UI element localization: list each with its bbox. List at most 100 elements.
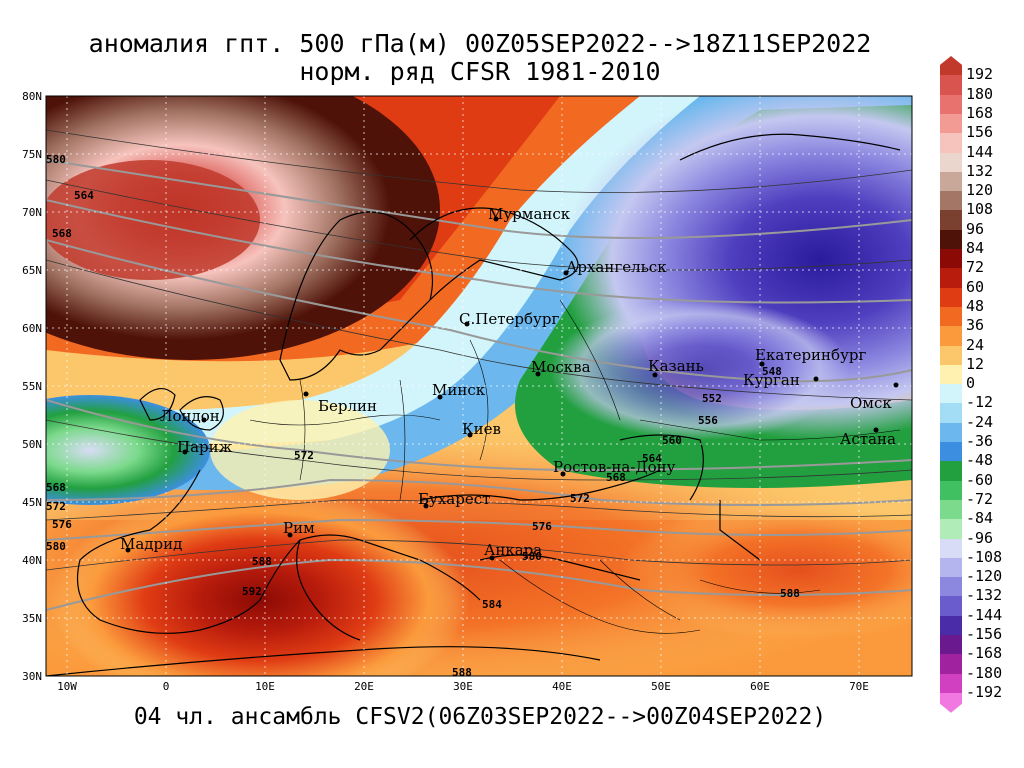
longitude-label: 20E — [354, 680, 374, 693]
contour-lines-thin — [46, 129, 912, 571]
city-rome: Рим — [283, 519, 315, 537]
contour-label: 568 — [46, 481, 66, 494]
city-rostov: Ростов-на-Дону — [553, 458, 676, 476]
colorbar-swatch — [940, 152, 962, 173]
contour-label: 572 — [570, 492, 590, 505]
city-london: Лондон — [160, 407, 220, 425]
colorbar-level-label: 96 — [966, 219, 985, 238]
colorbar-swatch — [940, 171, 962, 192]
contour-label: 556 — [698, 414, 718, 427]
colorbar-level-label: 156 — [966, 123, 994, 142]
longitude-label: 40E — [552, 680, 572, 693]
colorbar-swatch — [940, 364, 962, 385]
latitude-label: 65N — [22, 264, 42, 277]
colorbar-swatch — [940, 557, 962, 578]
borders — [249, 299, 901, 634]
latitude-label: 80N — [22, 90, 42, 103]
colorbar-level-label: -168 — [966, 644, 1003, 663]
latitude-label: 60N — [22, 322, 42, 335]
colorbar-level-label: -156 — [966, 625, 1003, 643]
colorbar-swatch — [940, 480, 962, 501]
coastlines — [46, 133, 901, 676]
colorbar-level-label: -96 — [966, 528, 994, 547]
colorbar-level-label: -24 — [966, 412, 994, 431]
contour-label: 564 — [642, 452, 662, 465]
colorbar-level-label: 120 — [966, 181, 994, 200]
colorbar-swatch — [940, 249, 962, 269]
colorbar-level-label: 48 — [966, 296, 985, 315]
colorbar-swatch — [940, 133, 962, 153]
latitude-label: 40N — [22, 554, 42, 567]
contour-label: 568 — [52, 227, 72, 240]
colorbar-level-label: 192 — [966, 65, 994, 84]
colorbar-swatch — [940, 326, 962, 346]
colorbar-swatch — [940, 654, 962, 675]
colorbar-swatch — [940, 94, 962, 115]
colorbar-swatch — [940, 403, 962, 424]
colorbar-swatch — [940, 229, 962, 250]
colorbar-swatch — [940, 692, 962, 713]
colorbar-level-label: -144 — [966, 605, 1003, 624]
longitude-label: 30E — [453, 680, 473, 693]
longitude-label: 70E — [849, 680, 869, 693]
colorbar-level-label: 180 — [966, 84, 994, 103]
city-bucharest: Бухарест — [418, 490, 490, 508]
colorbar-level-label: 84 — [966, 239, 985, 257]
colorbar-level-label: 36 — [966, 316, 985, 335]
colorbar-level-label: -180 — [966, 663, 1003, 682]
colorbar-swatch — [940, 56, 962, 76]
latitude-label: 75N — [22, 148, 42, 161]
colorbar-swatch — [940, 673, 962, 694]
colorbar-swatch — [940, 538, 962, 559]
city-murmansk: Мурманск — [488, 205, 571, 223]
colorbar-swatch — [940, 442, 962, 462]
colorbar-swatch — [940, 519, 962, 539]
city-arkhangelsk: Архангельск — [566, 258, 667, 276]
contour-value-labels: 580 564 568 548 552 556 560 564 568 572 … — [46, 153, 800, 679]
colorbar-swatch — [940, 287, 962, 308]
colorbar-swatch — [940, 113, 962, 134]
map-frame — [45, 95, 913, 677]
contour-label: 588 — [252, 555, 272, 568]
longitude-label: 0 — [162, 680, 170, 693]
map-footer: 04 чл. ансамбль CFSV2(06Z03SEP2022-->00Z… — [133, 704, 827, 730]
longitude-label: 10W — [57, 680, 77, 693]
contour-label: 576 — [532, 520, 552, 533]
map-title-line1: аномалия гпт. 500 гПа(м) 00Z05SEP2022-->… — [88, 29, 872, 58]
contour-label: 588 — [780, 587, 800, 600]
colorbar-swatch — [940, 422, 962, 443]
map-title-line2: норм. ряд CFSR 1981-2010 — [299, 57, 661, 86]
shaded-field — [46, 96, 912, 676]
city-labels: Мурманск Архангельск С.Петербург Москва … — [120, 205, 896, 559]
city-astana: Астана — [840, 430, 896, 448]
colorbar-swatch — [940, 577, 962, 597]
city-st-petersburg: С.Петербург — [459, 310, 559, 328]
city-omsk: Омск — [850, 394, 892, 412]
colorbar-level-label: 108 — [966, 200, 994, 219]
colorbar-swatch — [940, 635, 962, 655]
contour-label: 552 — [702, 392, 722, 405]
contour-label: 580 — [46, 153, 66, 166]
colorbar-swatch — [940, 75, 962, 96]
colorbar-swatch — [940, 191, 962, 211]
city-kiev: Киев — [462, 420, 501, 438]
contour-label: 580 — [46, 540, 66, 553]
contour-label: 592 — [242, 585, 262, 598]
colorbar-level-label: -120 — [966, 567, 1003, 586]
contour-label: 560 — [662, 434, 682, 447]
city-minsk: Минск — [432, 381, 486, 399]
colorbar-swatch — [940, 615, 962, 636]
latitude-label: 30N — [22, 670, 42, 683]
longitude-label: 50E — [651, 680, 671, 693]
colorbar-swatch — [940, 384, 962, 404]
colorbar-level-label: -84 — [966, 509, 994, 528]
colorbar-level-label: -48 — [966, 451, 994, 470]
colorbar-level-label: 144 — [966, 142, 994, 161]
colorbar-level-label: -132 — [966, 586, 1003, 605]
city-yekaterinburg: Екатеринбург — [755, 346, 866, 364]
colorbar-swatch — [940, 306, 962, 327]
colorbar-swatch — [940, 345, 962, 366]
city-paris: Париж — [177, 438, 233, 456]
latitude-label: 50N — [22, 438, 42, 451]
